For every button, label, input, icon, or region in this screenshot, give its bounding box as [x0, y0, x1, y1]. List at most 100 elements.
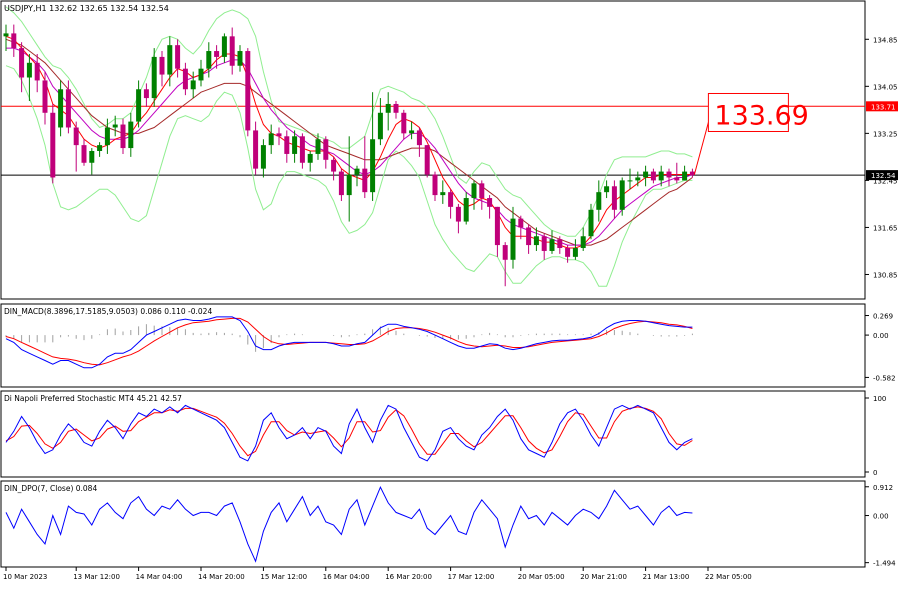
- price-panel-frame: [0, 0, 866, 300]
- candle-body: [159, 56, 165, 75]
- candle-body: [541, 236, 547, 251]
- x-axis-tick-label: 13 Mar 12:00: [73, 573, 120, 581]
- candle-body: [182, 68, 188, 90]
- stochastic-main-line: [5, 404, 693, 462]
- candle-body: [331, 159, 337, 172]
- candle-body: [229, 36, 235, 66]
- price-axis-tick-label: 130.85: [873, 271, 898, 279]
- candle-body: [284, 136, 290, 154]
- candle-body: [19, 48, 25, 78]
- candle-body: [81, 145, 87, 163]
- stochastic-indicator-label: Di Napoli Preferred Stochastic MT4 45.21…: [4, 394, 182, 403]
- candle-body: [604, 186, 610, 193]
- candle-body: [627, 180, 633, 182]
- candle-body: [198, 68, 204, 81]
- candle-body: [151, 56, 157, 99]
- candle-body: [455, 206, 461, 222]
- candle-body: [307, 153, 313, 163]
- price-axis-tick-label: 132.45: [873, 177, 898, 185]
- stochastic-panel: 100 0: [5, 395, 886, 477]
- price-axis-tick-label: 134.05: [873, 83, 898, 91]
- macd-axis-tick-label: -0.582: [873, 374, 896, 382]
- price-axis-tick-label: 134.85: [873, 36, 898, 44]
- candle-body: [393, 103, 399, 113]
- candle-body: [354, 168, 360, 175]
- candle-body: [128, 121, 134, 149]
- candle-body: [42, 80, 48, 113]
- price-axis-tick-label: 131.65: [873, 224, 898, 232]
- candle-body: [260, 145, 266, 169]
- candle-body: [666, 171, 672, 178]
- dpo-line: [5, 485, 693, 563]
- candle-body: [34, 62, 40, 81]
- candle-body: [432, 174, 438, 196]
- macd-axis-tick-label: 0.269: [873, 313, 893, 321]
- candle-body: [346, 174, 352, 196]
- candle-body: [479, 183, 485, 199]
- x-axis: 10 Mar 2023 13 Mar 12:00 14 Mar 04:00 14 Ma…: [3, 567, 752, 581]
- macd-axis-tick-label: 0.00: [873, 332, 889, 340]
- target-price-label: 133.69: [714, 100, 808, 131]
- candle-body: [190, 80, 196, 90]
- candle-body: [463, 198, 469, 222]
- candle-body: [214, 51, 220, 57]
- dpo-axis-tick-label: 0.00: [873, 513, 889, 521]
- candle-body: [323, 139, 329, 160]
- candle-body: [167, 45, 173, 75]
- candle-body: [206, 51, 212, 69]
- price-axis-tick-label: 133.25: [873, 130, 898, 138]
- macd-panel-frame: [0, 303, 866, 388]
- candle-body: [143, 89, 149, 99]
- candle-body: [120, 124, 126, 149]
- resistance-price-label: 133.71: [871, 103, 896, 111]
- candle-body: [370, 139, 376, 193]
- candle-body: [549, 239, 555, 251]
- candle-body: [619, 180, 625, 210]
- candle-body: [73, 127, 79, 146]
- dpo-axis-tick-label: 0.912: [873, 484, 893, 492]
- candle-body: [175, 45, 181, 69]
- candle-body: [385, 103, 391, 113]
- candle-body: [409, 130, 415, 134]
- candle-body: [557, 239, 563, 249]
- dpo-indicator-label: DIN_DPO(7, Close) 0.084: [4, 484, 97, 493]
- candle-body: [315, 139, 321, 154]
- candle-body: [11, 33, 17, 49]
- envelope-lower-line: [5, 65, 693, 287]
- candle-body: [487, 198, 493, 207]
- target-box: [707, 92, 789, 132]
- stochastic-axis-tick-label: 0: [873, 469, 877, 477]
- candle-body: [268, 133, 274, 146]
- candle-body: [533, 236, 539, 246]
- price-panel: 134.85 134.05 133.25 132.45 131.65 130.85 133.…: [1, 6, 898, 287]
- candle-body: [689, 171, 695, 176]
- candle-body: [643, 171, 649, 178]
- candle-body: [611, 186, 617, 210]
- x-axis-tick-label: 14 Mar 04:00: [136, 573, 183, 581]
- candle-body: [50, 112, 56, 178]
- x-axis-tick-label: 15 Mar 12:00: [260, 573, 307, 581]
- x-axis-tick-label: 20 Mar 21:00: [580, 573, 627, 581]
- candle-body: [526, 227, 532, 246]
- x-axis-tick-label: 16 Mar 04:00: [323, 573, 370, 581]
- candle-body: [253, 130, 259, 169]
- candle-body: [3, 33, 9, 37]
- candle-body: [97, 145, 103, 151]
- candle-body: [494, 206, 500, 246]
- candle-body: [572, 248, 578, 257]
- candle-body: [682, 171, 688, 181]
- x-axis-tick-label: 10 Mar 2023: [3, 573, 47, 581]
- x-axis-tick-label: 14 Mar 20:00: [198, 573, 245, 581]
- candle-body: [565, 248, 571, 257]
- candle-body: [440, 192, 446, 196]
- current-price-tag: [866, 170, 898, 181]
- candle-body: [510, 218, 516, 260]
- current-price-label: 132.54: [871, 172, 896, 180]
- dpo-axis-tick-label: -1.494: [873, 560, 896, 568]
- symbol-header: USDJPY,H1 132.62 132.65 132.54 132.54: [4, 4, 169, 13]
- candle-body: [401, 112, 407, 134]
- candle-body: [237, 51, 243, 66]
- candle-body: [424, 145, 430, 175]
